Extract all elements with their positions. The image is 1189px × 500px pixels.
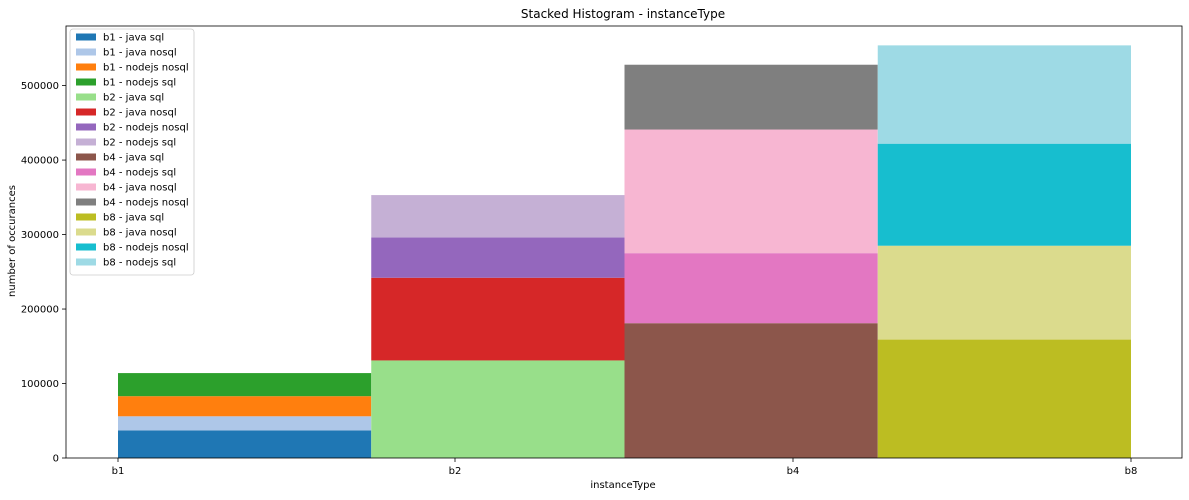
legend-swatch xyxy=(76,258,96,266)
x-tick-label: b1 xyxy=(112,466,125,477)
legend-box xyxy=(69,28,195,276)
bar-segment xyxy=(877,143,1131,246)
legend-label: b2 - java nosql xyxy=(103,108,177,119)
legend-label: b1 - nodejs nosql xyxy=(103,63,189,74)
bar-segment xyxy=(371,195,625,238)
y-axis: 0 100000 200000 300000 400000 500000 xyxy=(21,81,66,465)
legend-swatch xyxy=(76,153,96,161)
bar-segment xyxy=(624,253,878,324)
y-tick-label: 100000 xyxy=(21,379,59,390)
bar-segment xyxy=(624,323,878,458)
legend-label: b8 - java sql xyxy=(103,213,164,224)
bar-segment xyxy=(371,277,625,361)
legend-label: b4 - java nosql xyxy=(103,183,177,194)
legend-swatch xyxy=(76,63,96,71)
legend-swatch xyxy=(76,33,96,41)
legend-label: b2 - java sql xyxy=(103,93,164,104)
legend-label: b1 - java sql xyxy=(103,33,164,44)
legend-swatch xyxy=(76,228,96,236)
bar-segment xyxy=(624,129,878,254)
x-axis: b1 b2 b4 b8 xyxy=(112,458,1138,477)
x-tick-label: b4 xyxy=(787,466,800,477)
legend-label: b4 - java sql xyxy=(103,153,164,164)
bar-segment xyxy=(371,237,625,278)
legend-swatch xyxy=(76,93,96,101)
legend: b1 - java sql b1 - java nosql b1 - nodejs … xyxy=(69,28,195,276)
legend-swatch xyxy=(76,48,96,56)
bar-segment xyxy=(624,64,878,130)
legend-label: b1 - nodejs sql xyxy=(103,78,176,89)
y-tick-label: 500000 xyxy=(21,81,59,92)
bar-segment xyxy=(877,339,1131,458)
axes-frame xyxy=(65,25,1183,459)
legend-swatch xyxy=(76,168,96,176)
legend-label: b1 - java nosql xyxy=(103,48,177,59)
bar-segment xyxy=(371,360,625,458)
plot-area xyxy=(65,25,1183,459)
legend-label: b8 - java nosql xyxy=(103,228,177,239)
chart-title: Stacked Histogram - instanceType xyxy=(521,7,725,21)
legend-label: b2 - nodejs nosql xyxy=(103,123,189,134)
y-tick-label: 300000 xyxy=(21,230,59,241)
legend-swatch xyxy=(76,213,96,221)
y-tick-label: 200000 xyxy=(21,305,59,316)
y-axis-label: number of occurances xyxy=(7,185,18,297)
bar-segment xyxy=(118,430,372,458)
bar-segment xyxy=(118,373,372,397)
y-tick-label: 0 xyxy=(53,454,59,465)
y-tick-label: 400000 xyxy=(21,156,59,167)
legend-swatch xyxy=(76,78,96,86)
legend-label: b4 - nodejs sql xyxy=(103,168,176,179)
bar-segment xyxy=(877,45,1131,144)
bar-segment xyxy=(118,416,372,431)
bar-segment xyxy=(118,396,372,417)
legend-swatch xyxy=(76,183,96,191)
legend-swatch xyxy=(76,198,96,206)
legend-swatch xyxy=(76,138,96,146)
legend-swatch xyxy=(76,243,96,251)
legend-label: b8 - nodejs nosql xyxy=(103,243,189,254)
legend-label: b2 - nodejs sql xyxy=(103,138,176,149)
legend-label: b8 - nodejs sql xyxy=(103,258,176,269)
bar-segment xyxy=(877,245,1131,340)
x-tick-label: b2 xyxy=(449,466,462,477)
x-axis-label: instanceType xyxy=(590,480,655,491)
legend-swatch xyxy=(76,123,96,131)
legend-label: b4 - nodejs nosql xyxy=(103,198,189,209)
legend-swatch xyxy=(76,108,96,116)
x-tick-label: b8 xyxy=(1125,466,1138,477)
